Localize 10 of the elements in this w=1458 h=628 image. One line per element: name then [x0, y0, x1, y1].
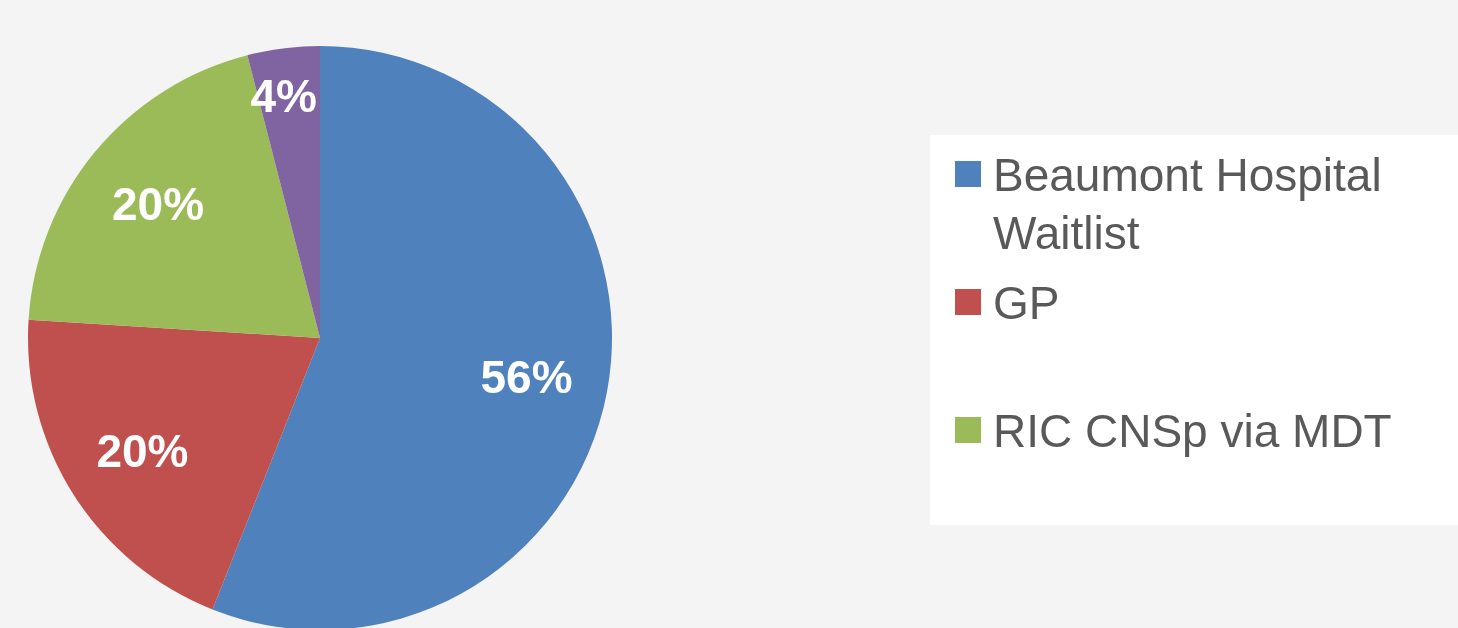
- legend-label: Beaumont Hospital Waitlist: [993, 149, 1382, 259]
- pie-slice: [28, 319, 320, 610]
- pie-slice: [212, 46, 612, 628]
- data-label: 20%: [111, 177, 205, 230]
- legend-label: RIC CNSp via MDT: [993, 405, 1392, 457]
- pie-slice: [247, 46, 320, 338]
- data-label: 20%: [96, 424, 189, 477]
- legend-label: GP: [993, 277, 1060, 329]
- pie-slice: [28, 55, 320, 338]
- data-label: 56%: [480, 351, 573, 404]
